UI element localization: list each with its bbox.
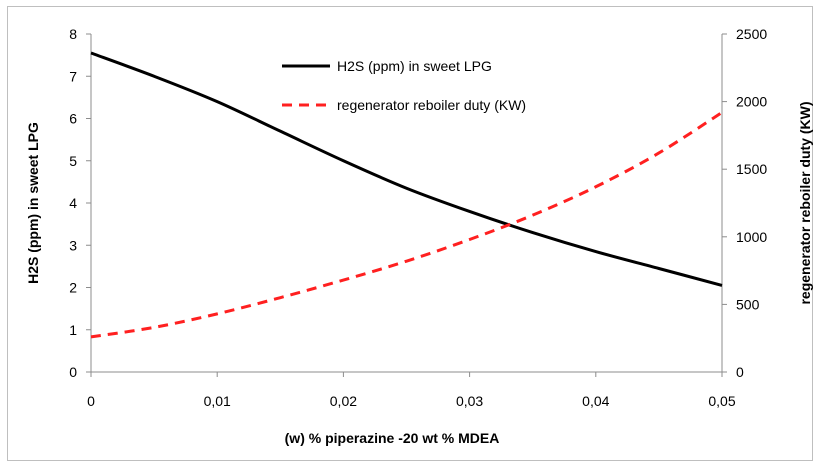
x-tick-label: 0,02 <box>330 393 357 409</box>
y2-tick-label: 0 <box>736 364 744 380</box>
x-tick-label: 0,05 <box>708 393 735 409</box>
legend: H2S (ppm) in sweet LPG regenerator reboi… <box>282 58 526 113</box>
y2-tick-label: 1000 <box>736 229 767 245</box>
y-tick-label: 6 <box>69 111 77 127</box>
x-tick-label: 0 <box>87 393 95 409</box>
x-tick-label: 0,03 <box>456 393 483 409</box>
y-tick-label: 3 <box>69 237 77 253</box>
left-axis-title: H2S (ppm) in sweet LPG <box>25 122 41 284</box>
y-tick-label: 1 <box>69 322 77 338</box>
x-tick-label: 0,01 <box>204 393 231 409</box>
ticks-layer: 0 0,01 0,02 0,03 0,04 0,050123456780500100015… <box>69 26 767 409</box>
y2-tick-label: 2000 <box>736 94 767 110</box>
axes-layer <box>90 34 723 373</box>
y-tick-label: 2 <box>69 280 77 296</box>
x-axis-title: (w) % piperazine -20 wt % MDEA <box>285 430 500 446</box>
chart-frame <box>7 6 813 461</box>
legend-label-duty: regenerator reboiler duty (KW) <box>337 97 526 113</box>
y-tick-label: 8 <box>69 26 77 42</box>
y2-tick-label: 2500 <box>736 26 767 42</box>
legend-label-h2s: H2S (ppm) in sweet LPG <box>337 58 492 74</box>
x-tick-label: 0,04 <box>582 393 609 409</box>
y2-tick-label: 1500 <box>736 161 767 177</box>
y-tick-label: 0 <box>69 364 77 380</box>
y-tick-label: 4 <box>69 195 77 211</box>
series-layer <box>90 51 723 339</box>
series-line-reboiler-duty <box>90 111 723 339</box>
y2-tick-label: 500 <box>736 296 760 312</box>
series-line-h2s <box>90 51 723 287</box>
y-tick-label: 7 <box>69 68 77 84</box>
y-tick-label: 5 <box>69 153 77 169</box>
right-axis-title: regenerator reboiler duty (KW) <box>797 101 813 304</box>
